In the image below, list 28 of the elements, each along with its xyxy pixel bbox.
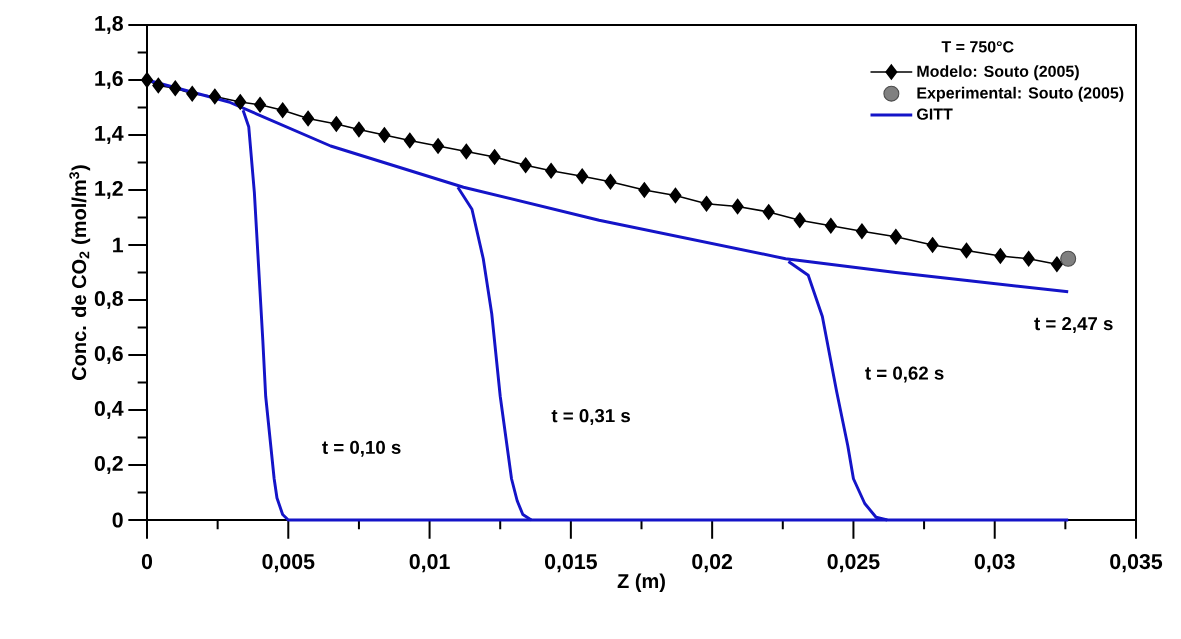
x-tick-label: 0,005 [262, 554, 315, 573]
x-tick-label: 0 [141, 554, 153, 570]
y-tick-label: 1,2 [95, 180, 123, 200]
x-tick-label: 0,01 [409, 554, 450, 573]
annotation: t = 0,31 s [551, 409, 630, 425]
annotation: t = 0,62 s [865, 366, 944, 383]
x-tick-label: 0,035 [1110, 554, 1163, 573]
y-tick-label: 0,4 [94, 400, 124, 420]
x-tick-label: 0,025 [827, 554, 880, 573]
y-tick-label: 1,8 [95, 15, 123, 35]
y-tick-label: 1,6 [95, 70, 123, 90]
y-tick-label: 0,2 [94, 455, 123, 475]
x-tick-label: 0,015 [545, 554, 597, 573]
legend-label: GITT [917, 108, 953, 120]
legend-label: Modelo: Souto (2005) [917, 65, 1079, 81]
y-tick-label: 0 [112, 512, 123, 528]
y-tick-label: 1 [113, 237, 124, 253]
y-axis-title: Conc. de CO$_{2}$ (mol/m$^{3}$) [69, 165, 91, 380]
x-tick-label: 0,03 [974, 554, 1015, 573]
y-tick-label: 1,4 [95, 126, 124, 144]
annotation: t = 2,47 s [1034, 316, 1113, 333]
x-axis-title: Z (m) [617, 573, 665, 593]
legend-label: Experimental: Souto (2005) [917, 86, 1124, 102]
x-tick-label: 0,02 [692, 554, 733, 573]
legend-title: T = 750°C [941, 41, 1014, 53]
y-tick-label: 0,8 [94, 290, 123, 310]
annotation: t = 0,10 s [322, 440, 401, 457]
y-tick-label: 0,6 [94, 345, 123, 365]
